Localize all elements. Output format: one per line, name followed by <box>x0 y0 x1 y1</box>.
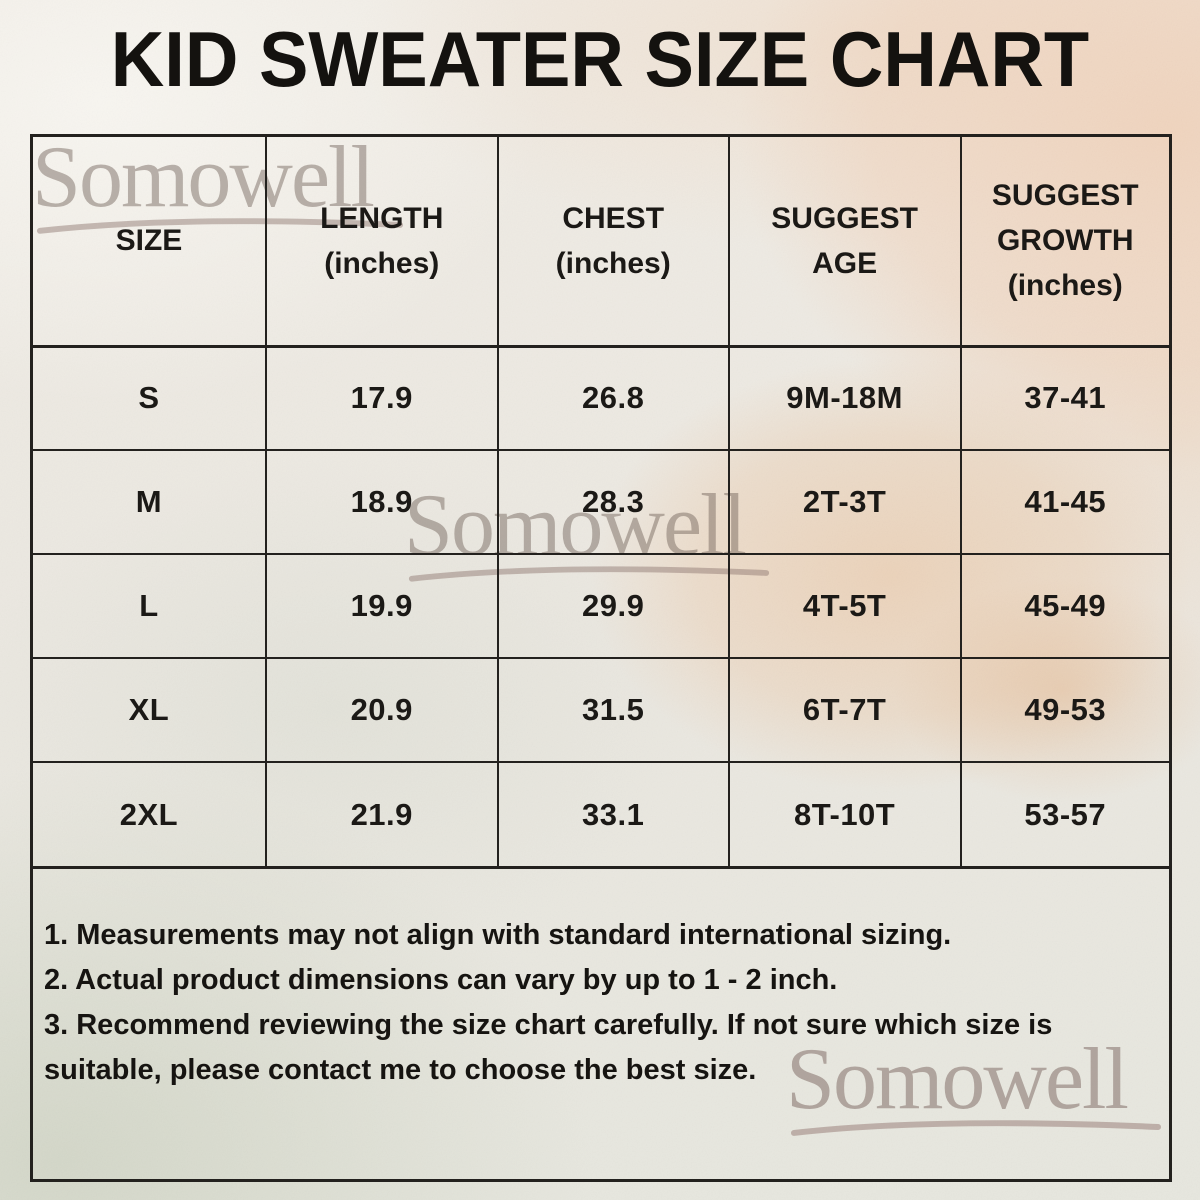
page-title: KID SWEATER SIZE CHART <box>110 15 1090 103</box>
header-cell-suggest-growth: SUGGEST GROWTH (inches) <box>960 137 1169 348</box>
cell-suggest-growth: 41-45 <box>960 450 1169 555</box>
note-1: 1. Measurements may not align with stand… <box>44 919 952 951</box>
table-row: L 19.9 29.9 4T-5T 45-49 <box>33 554 1169 659</box>
size-chart-sheet: SIZE LENGTH (inches) CHEST (inches) SUGG… <box>30 134 1172 1182</box>
cell-chest-inches: 26.8 <box>497 346 730 451</box>
cell-suggest-growth: 37-41 <box>960 346 1169 451</box>
header-cell-length: LENGTH (inches) <box>265 137 499 348</box>
cell-length-inches: 17.9 <box>265 346 499 451</box>
cell-length-inches: 21.9 <box>265 762 499 866</box>
cell-size: L <box>33 554 267 659</box>
table-row: XL 20.9 31.5 6T-7T 49-53 <box>33 658 1169 763</box>
cell-suggest-age: 2T-3T <box>728 450 962 555</box>
cell-suggest-age: 9M-18M <box>728 346 962 451</box>
cell-chest-inches: 28.3 <box>497 450 730 555</box>
table-row: M 18.9 28.3 2T-3T 41-45 <box>33 450 1169 555</box>
header-cell-chest: CHEST (inches) <box>497 137 730 348</box>
cell-length-inches: 19.9 <box>265 554 499 659</box>
notes-section: 1. Measurements may not align with stand… <box>33 866 1169 1179</box>
table-row: 2XL 21.9 33.1 8T-10T 53-57 <box>33 762 1169 866</box>
note-2: 2. Actual product dimensions can vary by… <box>44 963 838 996</box>
cell-chest-inches: 29.9 <box>497 554 730 659</box>
cell-size: M <box>33 450 267 555</box>
size-table: SIZE LENGTH (inches) CHEST (inches) SUGG… <box>33 137 1169 866</box>
cell-suggest-growth: 45-49 <box>960 554 1169 659</box>
cell-size: XL <box>33 658 267 763</box>
cell-suggest-age: 8T-10T <box>728 762 962 866</box>
cell-size: S <box>33 346 267 451</box>
header-cell-size: SIZE <box>33 137 267 348</box>
cell-suggest-growth: 49-53 <box>960 658 1169 763</box>
cell-chest-inches: 31.5 <box>497 658 730 763</box>
header-row: SIZE LENGTH (inches) CHEST (inches) SUGG… <box>33 137 1169 348</box>
cell-size: 2XL <box>33 762 267 866</box>
cell-length-inches: 18.9 <box>265 450 499 555</box>
header-cell-suggest-age: SUGGEST AGE <box>728 137 962 348</box>
cell-suggest-age: 4T-5T <box>728 554 962 659</box>
table-row: S 17.9 26.8 9M-18M 37-41 <box>33 346 1169 451</box>
cell-chest-inches: 33.1 <box>497 762 730 866</box>
cell-suggest-age: 6T-7T <box>728 658 962 763</box>
cell-length-inches: 20.9 <box>265 658 499 763</box>
cell-suggest-growth: 53-57 <box>1024 796 1107 832</box>
note-3: 3. Recommend reviewing the size chart ca… <box>44 1008 1053 1086</box>
